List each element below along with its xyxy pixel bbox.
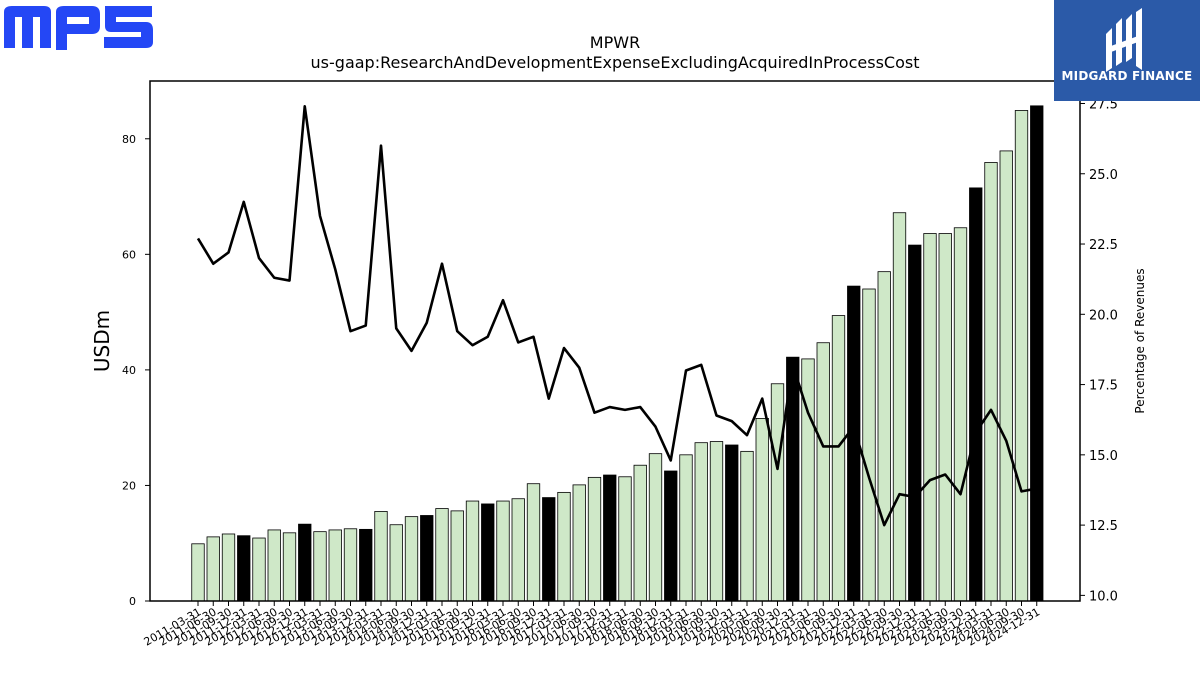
- bar: [282, 532, 297, 602]
- midgard-finance-logo: MIDGARD FINANCE: [1054, 0, 1200, 101]
- bar: [496, 500, 510, 602]
- percentage-line: [196, 105, 1037, 527]
- bar: [465, 500, 480, 602]
- bar: [252, 537, 266, 602]
- bar: [267, 529, 281, 602]
- y2-tick-label: 25.0: [1089, 168, 1118, 183]
- bar: [923, 233, 937, 602]
- bar: [709, 441, 724, 602]
- bar: [633, 464, 647, 602]
- y2-tick-label: 22.5: [1089, 238, 1118, 253]
- bar: [313, 531, 327, 602]
- y2-axis-label: Percentage of Revenues: [1133, 268, 1147, 413]
- bar: [221, 533, 236, 602]
- midgard-finance-wordmark: MIDGARD FINANCE: [1061, 69, 1193, 83]
- bar: [237, 535, 251, 602]
- bar: [740, 450, 754, 602]
- chart-title: MPWR: [590, 33, 640, 52]
- bar: [694, 442, 708, 602]
- bar: [603, 474, 617, 602]
- y-axis-label: USDm: [90, 310, 114, 372]
- bar: [862, 288, 876, 602]
- bar: [892, 212, 907, 602]
- bar: [511, 498, 525, 602]
- bar: [969, 187, 983, 602]
- bar: [557, 491, 571, 602]
- bar: [328, 529, 342, 602]
- bar: [542, 497, 556, 602]
- bar: [587, 476, 602, 602]
- y2-tick-label: 12.5: [1089, 519, 1118, 534]
- bar: [770, 383, 785, 602]
- bar: [984, 162, 998, 602]
- bar: [679, 454, 693, 602]
- y2-tick-label: 10.0: [1089, 589, 1118, 604]
- bar: [572, 484, 586, 602]
- bar: [359, 528, 373, 602]
- chart-subtitle: us-gaap:ResearchAndDevelopmentExpenseExc…: [311, 53, 920, 72]
- y2-tick-label: 27.5: [1089, 97, 1118, 112]
- bar: [191, 543, 205, 602]
- bar: [1014, 110, 1029, 602]
- bar: [1030, 105, 1044, 602]
- bar: [755, 418, 769, 602]
- bar: [618, 476, 632, 602]
- mps-logo: [4, 4, 154, 50]
- bar: [877, 271, 891, 602]
- bar: [298, 523, 312, 602]
- y-tick-label: 40: [122, 364, 136, 377]
- bar: [450, 510, 464, 602]
- bar: [404, 516, 419, 602]
- bar: [343, 528, 358, 602]
- bar: [831, 315, 846, 602]
- y-tick-label: 60: [122, 248, 136, 261]
- y-tick-label: 20: [122, 479, 136, 492]
- y-tick-label: 0: [129, 595, 136, 608]
- bar: [999, 150, 1013, 602]
- bar: [206, 536, 220, 602]
- bar: [816, 342, 830, 602]
- bar: [725, 444, 739, 602]
- bar: [908, 244, 922, 602]
- bar: [526, 483, 541, 602]
- y-tick-label: 80: [122, 133, 136, 146]
- bar: [938, 233, 952, 602]
- plot-frame: [149, 80, 1081, 602]
- bar: [389, 524, 403, 602]
- bar: [664, 470, 678, 602]
- y2-tick-label: 20.0: [1089, 308, 1118, 323]
- y2-tick-label: 17.5: [1089, 379, 1118, 394]
- bar: [420, 515, 434, 602]
- bar: [648, 453, 663, 602]
- bar: [953, 227, 968, 602]
- bar: [481, 503, 495, 602]
- bar: [435, 508, 449, 602]
- y2-tick-label: 15.0: [1089, 449, 1118, 464]
- bar: [374, 511, 388, 602]
